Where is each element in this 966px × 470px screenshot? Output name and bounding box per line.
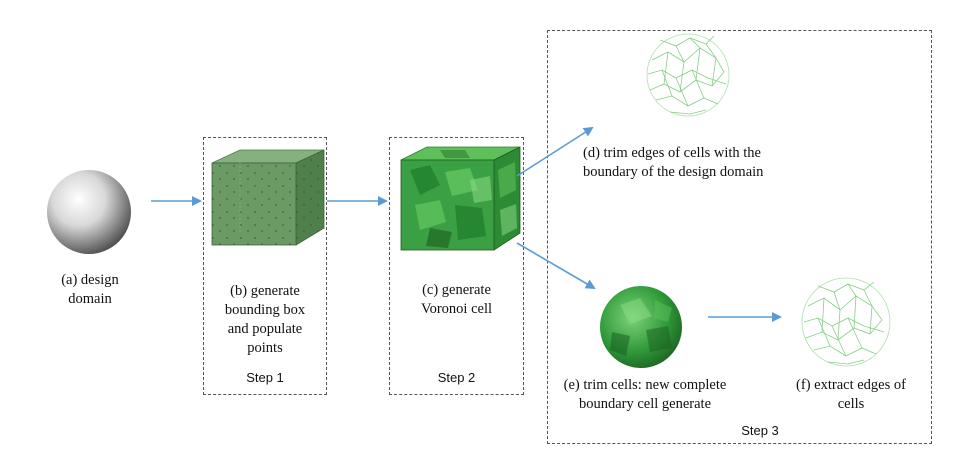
step2-label: Step 2 [437, 370, 476, 385]
label-c: (c) generate Voronoi cell [420, 282, 492, 317]
design-domain-sphere [47, 170, 131, 254]
step3-box [547, 30, 932, 444]
label-b: (b) generate bounding box and populate p… [224, 283, 306, 356]
step1-box [203, 137, 327, 395]
step2-box [389, 137, 524, 395]
trimmed-cells-sphere [600, 286, 682, 368]
label-a: (a) design domain [61, 272, 119, 307]
arrow-c-to-e [516, 242, 596, 290]
extracted-edges-sphere [801, 277, 891, 367]
voronoi-cube [400, 146, 521, 251]
label-d: (d) trim edges of cells with the boundar… [583, 145, 764, 180]
bounding-box-cube [211, 149, 325, 246]
arrow-c-to-d [516, 126, 594, 177]
label-f: (f) extract edges of cells [796, 377, 906, 412]
step3-label: Step 3 [741, 423, 779, 438]
trimmed-edges-sphere [646, 33, 730, 117]
step1-label: Step 1 [246, 370, 284, 385]
label-e: (e) trim cells: new complete boundary ce… [563, 377, 727, 412]
